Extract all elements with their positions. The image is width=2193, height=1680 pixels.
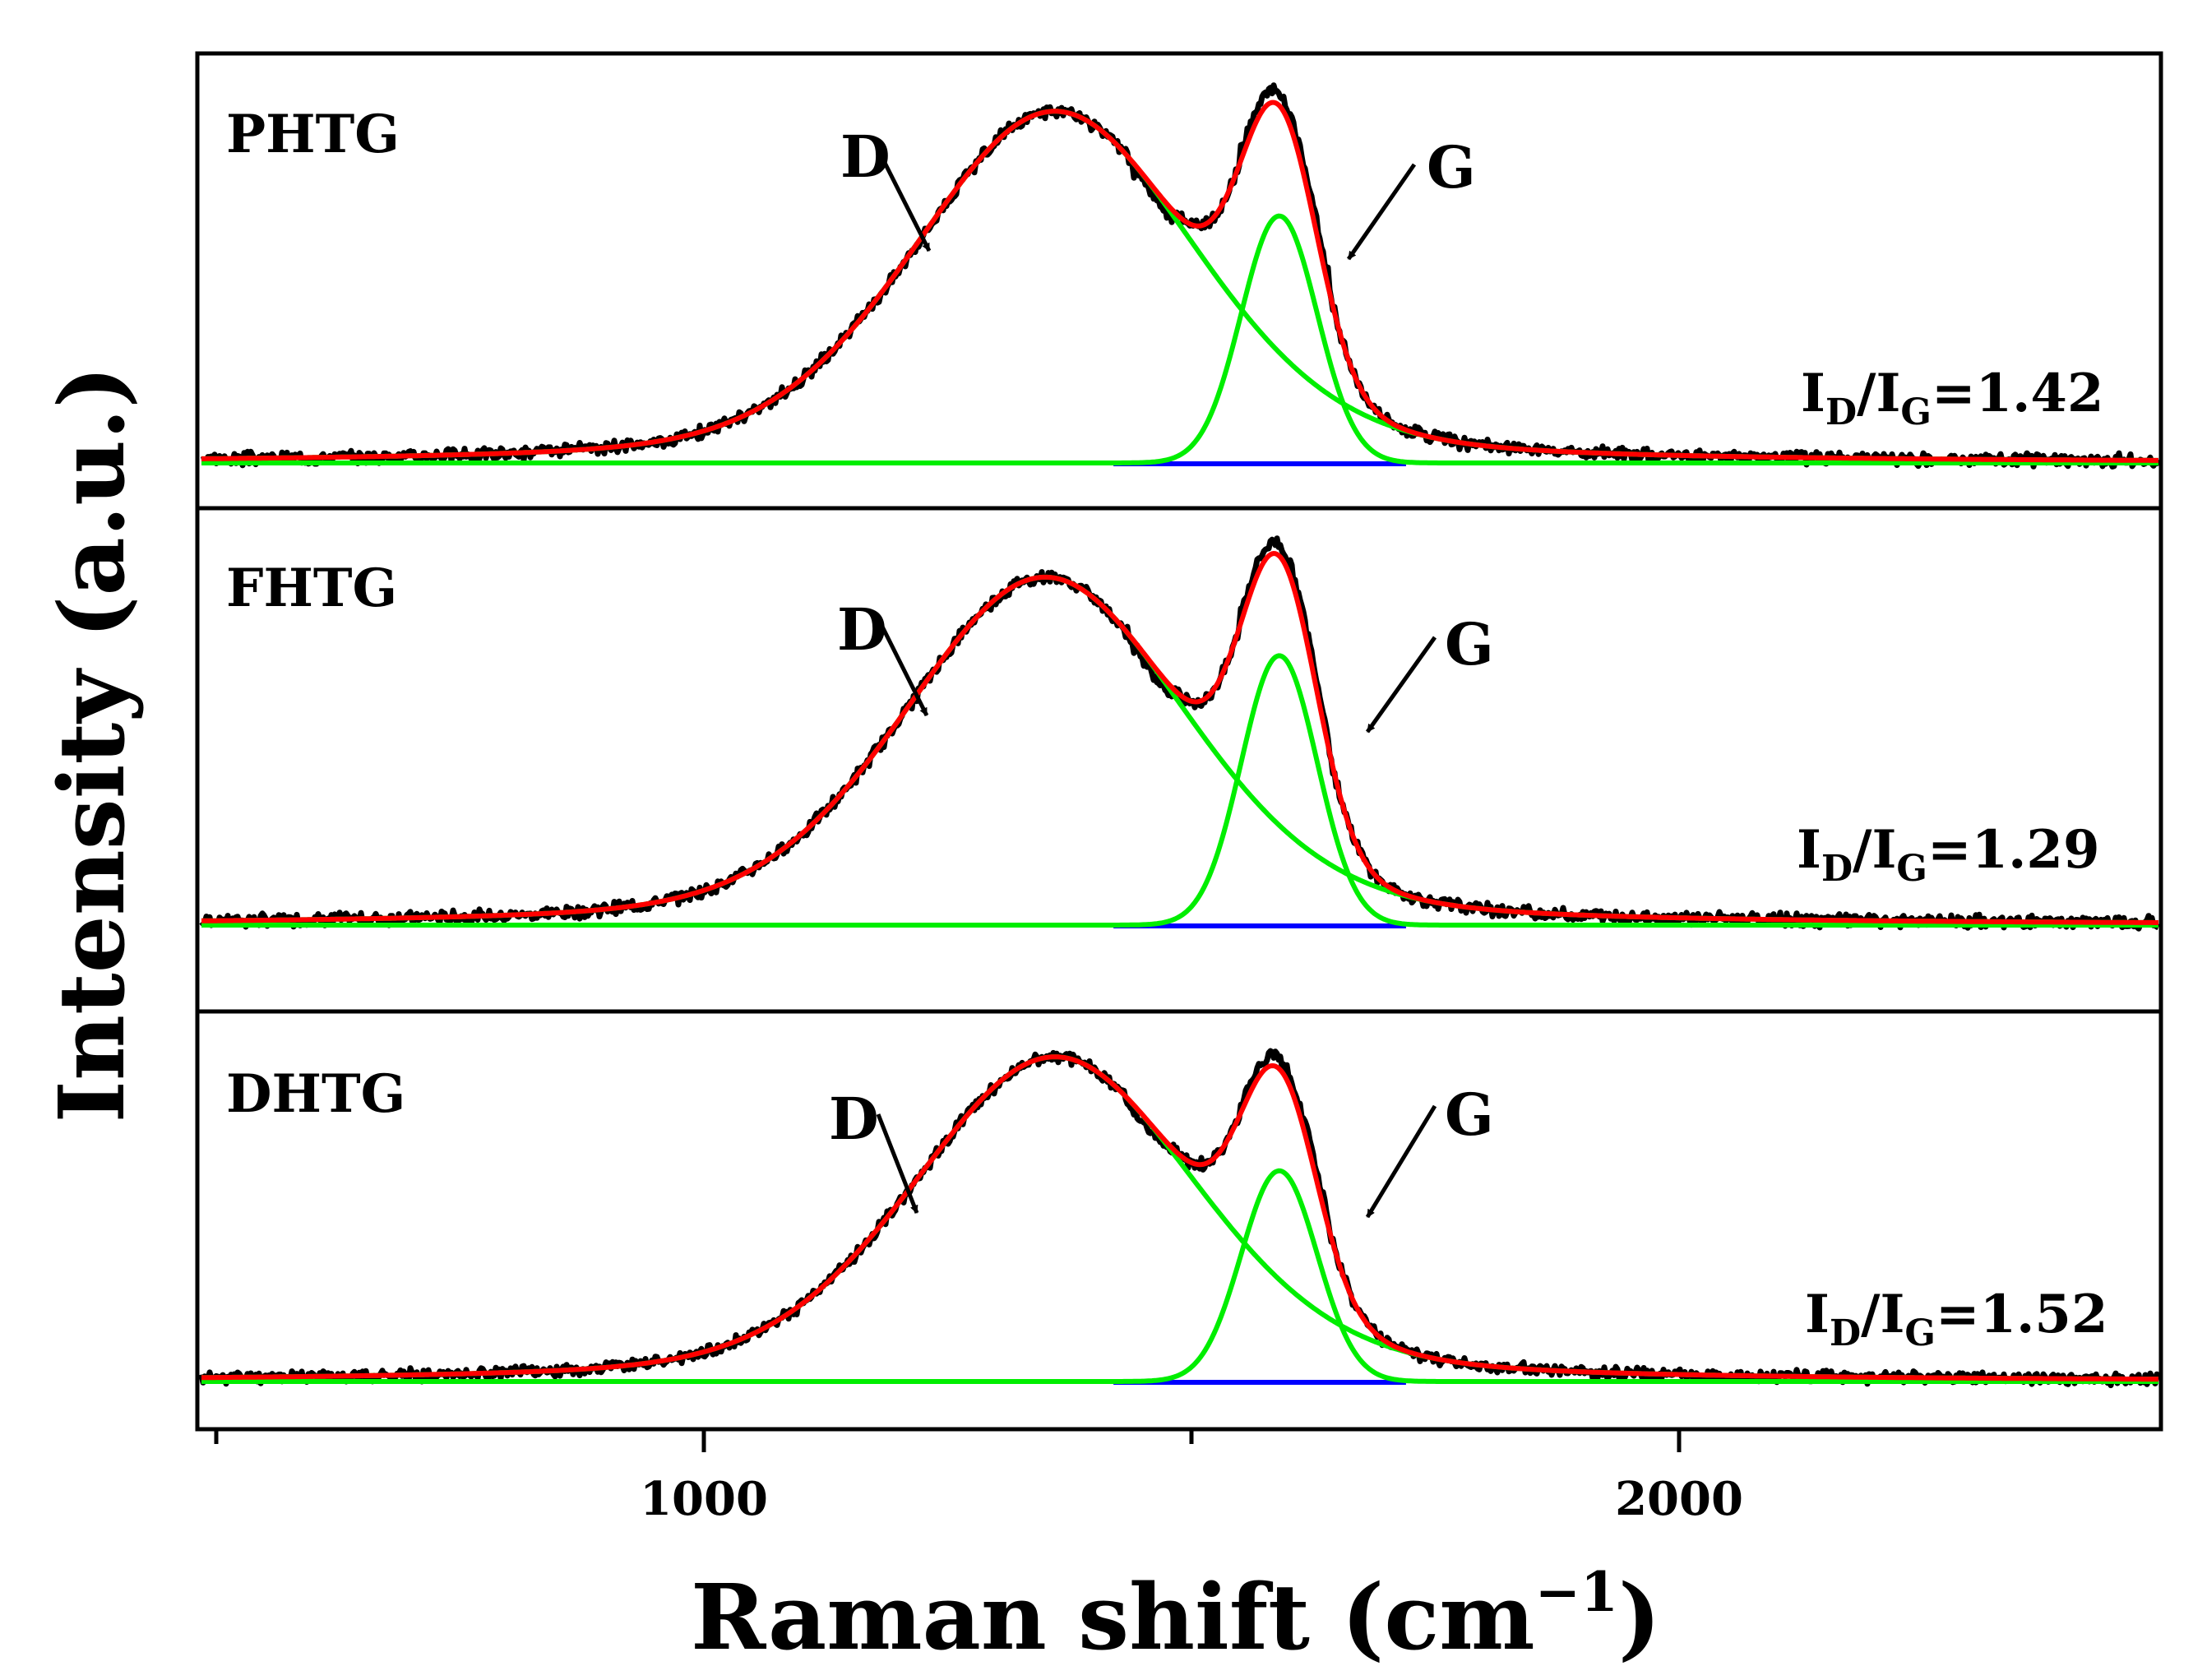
ratio-value-fhtg: =1.29 (1927, 819, 2100, 881)
g-arrow-dhtg (1365, 1104, 1437, 1219)
x-tick-label-1000: 1000 (640, 1472, 768, 1526)
ratio-phtg: ID/IG=1.42 (1801, 363, 2103, 433)
g-arrow-phtg (1346, 163, 1417, 261)
ratio-fhtg: ID/IG=1.29 (1797, 819, 2099, 890)
d-arrow-dhtg (876, 1113, 919, 1214)
ratio-i-fhtg: I (1797, 819, 1821, 881)
y-axis-label: Intensity (a.u.) (39, 366, 145, 1123)
g-band-component-phtg (201, 213, 2158, 465)
ratio-sub-g-phtg: G (1900, 391, 1932, 433)
panel-label-fhtg: FHTG (226, 558, 397, 619)
x-axis-label-sup: −1 (1535, 1560, 1618, 1624)
x-axis-label: Raman shift (cm−1) (691, 1560, 1661, 1670)
g-band-component-dhtg (201, 1168, 2158, 1384)
g-arrow-fhtg (1365, 636, 1437, 734)
ratio-slash-dhtg: /I (1861, 1284, 1904, 1345)
panel-frame-fhtg (195, 506, 2163, 1014)
g-peak-label-fhtg: G (1445, 610, 1494, 678)
ratio-sub-g-fhtg: G (1896, 848, 1927, 890)
spectra-curves (198, 82, 2162, 1389)
ratio-slash-fhtg: /I (1853, 819, 1896, 881)
panel-frame-dhtg (195, 1009, 2163, 1432)
x-tick-label-2000: 2000 (1615, 1472, 1743, 1526)
x-axis-label-close: ) (1618, 1564, 1661, 1670)
ratio-sub-d-dhtg: D (1830, 1312, 1861, 1354)
ratio-i-phtg: I (1801, 363, 1825, 424)
panel-frame-phtg (195, 51, 2163, 511)
ratio-i-dhtg: I (1805, 1284, 1830, 1345)
fit-curve-phtg (201, 100, 2158, 463)
ratio-sub-d-fhtg: D (1821, 848, 1853, 890)
d-arrow-fhtg (879, 623, 929, 717)
fit-curve-fhtg (201, 550, 2158, 925)
fit-curve-dhtg (201, 1054, 2158, 1382)
d-peak-label-fhtg: D (837, 595, 887, 664)
g-peak-label-phtg: G (1427, 133, 1476, 201)
ratio-sub-g-dhtg: G (1904, 1312, 1936, 1354)
ratio-dhtg: ID/IG=1.52 (1805, 1284, 2107, 1354)
ratio-value-dhtg: =1.52 (1936, 1284, 2108, 1345)
d-peak-label-dhtg: D (829, 1085, 879, 1153)
d-arrow-phtg (879, 155, 932, 252)
ratio-value-phtg: =1.42 (1932, 363, 2104, 424)
ratio-sub-d-phtg: D (1825, 391, 1857, 433)
x-axis-ticks (214, 1429, 1682, 1452)
panel-label-dhtg: DHTG (226, 1063, 405, 1125)
ratio-slash-phtg: /I (1857, 363, 1900, 424)
g-band-component-fhtg (201, 653, 2158, 928)
g-peak-label-dhtg: G (1445, 1081, 1494, 1149)
panel-label-phtg: PHTG (226, 104, 400, 165)
